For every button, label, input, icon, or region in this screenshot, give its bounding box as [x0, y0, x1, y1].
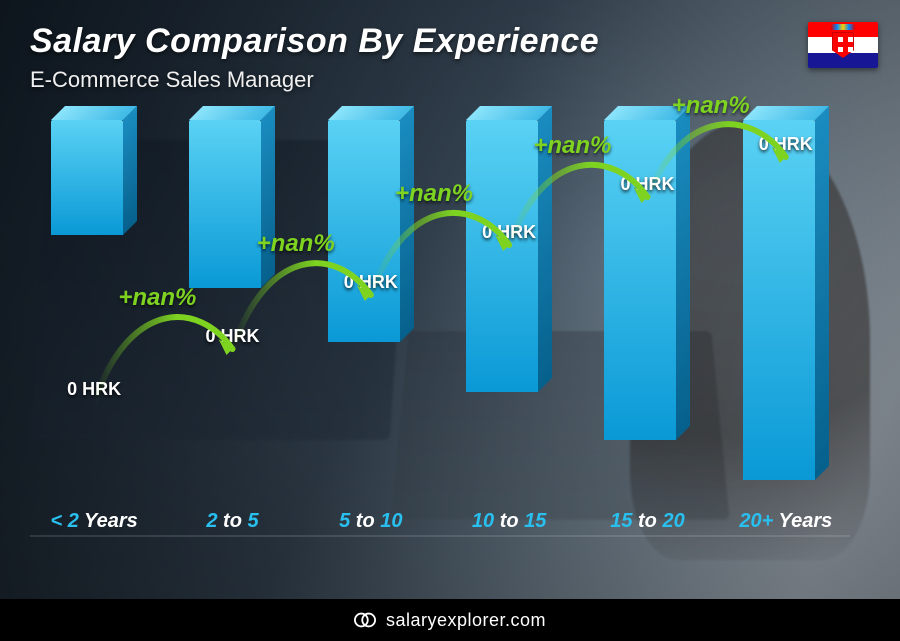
bar-x-label: 20+ Years [722, 510, 850, 533]
footer-brand: salaryexplorer.com [354, 609, 546, 631]
bar-value-label: 0 HRK [482, 222, 536, 243]
bar [189, 120, 275, 288]
bar [51, 120, 137, 235]
delta-label: +nan% [533, 132, 611, 160]
bar-lid [51, 106, 137, 120]
bar-value-label: 0 HRK [344, 272, 398, 293]
bar [466, 120, 552, 392]
logo-icon [354, 609, 376, 631]
bar-lid [743, 106, 829, 120]
delta-label: +nan% [395, 180, 473, 208]
bar-x-label: 5 to 10 [307, 510, 435, 533]
title-block: Salary Comparison By Experience E-Commer… [30, 22, 599, 93]
bar-x-label: 2 to 5 [168, 510, 296, 533]
bar-lid [328, 106, 414, 120]
page-subtitle: E-Commerce Sales Manager [30, 67, 599, 93]
bar [328, 120, 414, 342]
bar [743, 120, 829, 480]
bar-x-label: < 2 Years [30, 510, 158, 533]
bar-slot: 0 HRK 20+ Years [722, 120, 850, 537]
bar-value-label: 0 HRK [759, 134, 813, 155]
bar-front [189, 120, 261, 288]
bar-side [261, 106, 275, 288]
bar-slot: 0 HRK < 2 Years [30, 120, 158, 537]
bar [604, 120, 690, 440]
delta-label: +nan% [672, 92, 750, 120]
bar-front [466, 120, 538, 392]
bar-side [815, 106, 829, 480]
bar-x-label: 10 to 15 [445, 510, 573, 533]
delta-label: +nan% [118, 284, 196, 312]
flag-croatia [808, 22, 878, 68]
bar-side [400, 106, 414, 342]
bar-front [328, 120, 400, 342]
bar-lid [466, 106, 552, 120]
infographic-stage: Salary Comparison By Experience E-Commer… [0, 0, 900, 641]
bar-front [743, 120, 815, 480]
bar-value-label: 0 HRK [205, 326, 259, 347]
bar-front [51, 120, 123, 235]
bar-slot: 0 HRK 2 to 5 [168, 120, 296, 537]
bar-lid [189, 106, 275, 120]
bar-x-label: 15 to 20 [583, 510, 711, 533]
bar-chart: 0 HRK < 2 Years 0 HRK 2 to 5 0 HRK 5 to 10 0 H… [30, 120, 850, 571]
bar-value-label: 0 HRK [620, 174, 674, 195]
bar-slot: 0 HRK 15 to 20 [583, 120, 711, 537]
footer-text: salaryexplorer.com [386, 610, 546, 631]
flag-emblem [832, 32, 854, 58]
delta-label: +nan% [257, 230, 335, 258]
page-title: Salary Comparison By Experience [30, 22, 599, 61]
footer: salaryexplorer.com [0, 599, 900, 641]
bar-front [604, 120, 676, 440]
bar-value-label: 0 HRK [67, 379, 121, 400]
bar-side [676, 106, 690, 440]
flag-crown [831, 24, 855, 30]
bar-side [123, 106, 137, 235]
